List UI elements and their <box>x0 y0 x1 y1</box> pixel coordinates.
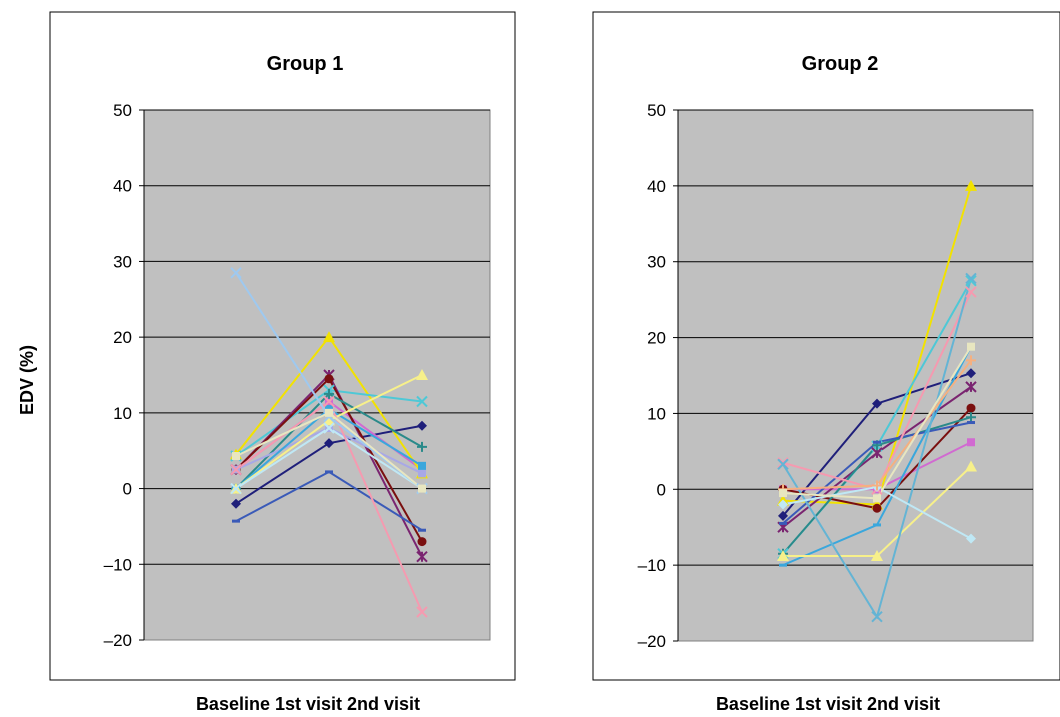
x-axis-label-group-2: Baseline 1st visit 2nd visit <box>716 694 940 714</box>
data-point <box>777 550 789 562</box>
y-tick-label: 20 <box>647 329 666 348</box>
data-point <box>872 503 882 513</box>
data-point <box>967 421 975 425</box>
y-tick-label: 30 <box>647 253 666 272</box>
data-point <box>779 563 787 567</box>
data-point <box>778 510 788 521</box>
data-point <box>230 267 242 279</box>
data-point <box>324 374 334 384</box>
data-point <box>418 469 426 478</box>
data-point <box>873 494 881 503</box>
data-point <box>323 422 335 434</box>
series-markers <box>777 179 977 623</box>
data-point <box>232 452 240 461</box>
y-axis-label: EDV (%) <box>17 345 37 415</box>
chart-title: Group 2 <box>802 53 879 75</box>
y-tick-label: 0 <box>657 480 666 499</box>
data-point <box>232 519 240 523</box>
plot-area <box>143 109 491 641</box>
data-point <box>966 412 976 423</box>
data-point <box>967 438 975 447</box>
y-tick-label: 40 <box>113 177 132 196</box>
data-point <box>966 533 976 544</box>
series-markers <box>230 267 428 618</box>
y-tick-labels: –20 –10 0 10 20 30 40 50 <box>104 101 145 650</box>
y-tick-label: 10 <box>113 404 132 423</box>
data-point <box>965 460 977 472</box>
data-point <box>966 368 976 379</box>
data-point <box>325 470 333 474</box>
y-tick-label: 50 <box>113 101 132 120</box>
data-point <box>416 369 428 380</box>
data-point <box>418 528 426 532</box>
y-tick-label: 40 <box>647 177 666 196</box>
y-tick-label: 10 <box>647 404 666 423</box>
chart-panel-group-2: –20 –10 0 10 20 30 40 50 Group 2 <box>592 11 1060 681</box>
data-point <box>778 499 788 510</box>
data-point <box>230 463 242 476</box>
data-point <box>323 331 335 343</box>
data-point <box>417 441 427 452</box>
data-point <box>325 408 333 417</box>
data-point <box>417 420 427 431</box>
y-tick-labels: –20 –10 0 10 20 30 40 50 <box>638 101 679 651</box>
y-tick-label: 50 <box>647 101 666 120</box>
plot-area <box>677 109 1034 642</box>
data-point <box>965 286 977 298</box>
data-point <box>416 606 428 618</box>
data-point <box>872 480 882 491</box>
y-tick-label: 0 <box>123 480 132 499</box>
data-point <box>872 398 882 409</box>
y-tick-label: –10 <box>638 556 666 575</box>
y-tick-label: –10 <box>104 555 132 574</box>
data-point <box>965 272 977 285</box>
y-tick-label: –20 <box>638 632 666 651</box>
data-point <box>966 355 976 366</box>
data-point <box>323 414 335 426</box>
data-point <box>871 550 883 562</box>
y-tick-label: –20 <box>104 631 132 650</box>
data-point <box>967 342 975 351</box>
data-point <box>324 388 334 399</box>
y-tick-label: 30 <box>113 252 132 271</box>
data-point <box>416 395 428 408</box>
y-tick-label: 20 <box>113 328 132 347</box>
data-point <box>779 521 787 525</box>
x-axis-label-group-1: Baseline 1st visit 2nd visit <box>196 694 420 714</box>
data-point <box>873 523 881 527</box>
data-point <box>324 438 334 449</box>
data-point <box>416 551 428 563</box>
data-point <box>871 611 883 623</box>
data-point <box>965 274 977 287</box>
data-point <box>231 498 241 509</box>
data-point <box>418 461 426 470</box>
data-point <box>965 179 977 191</box>
data-point <box>230 482 242 495</box>
data-point <box>323 395 335 408</box>
data-point <box>779 489 787 498</box>
gridlines <box>144 109 490 565</box>
data-point <box>965 381 977 393</box>
data-point <box>418 484 426 493</box>
data-point <box>417 537 427 547</box>
data-point <box>873 440 881 444</box>
chart-panel-group-1: –20 –10 0 10 20 30 40 50 Group 1 <box>49 11 516 681</box>
data-point <box>777 457 789 469</box>
data-point <box>966 403 976 413</box>
chart-title: Group 1 <box>267 53 344 75</box>
data-point <box>777 458 789 470</box>
